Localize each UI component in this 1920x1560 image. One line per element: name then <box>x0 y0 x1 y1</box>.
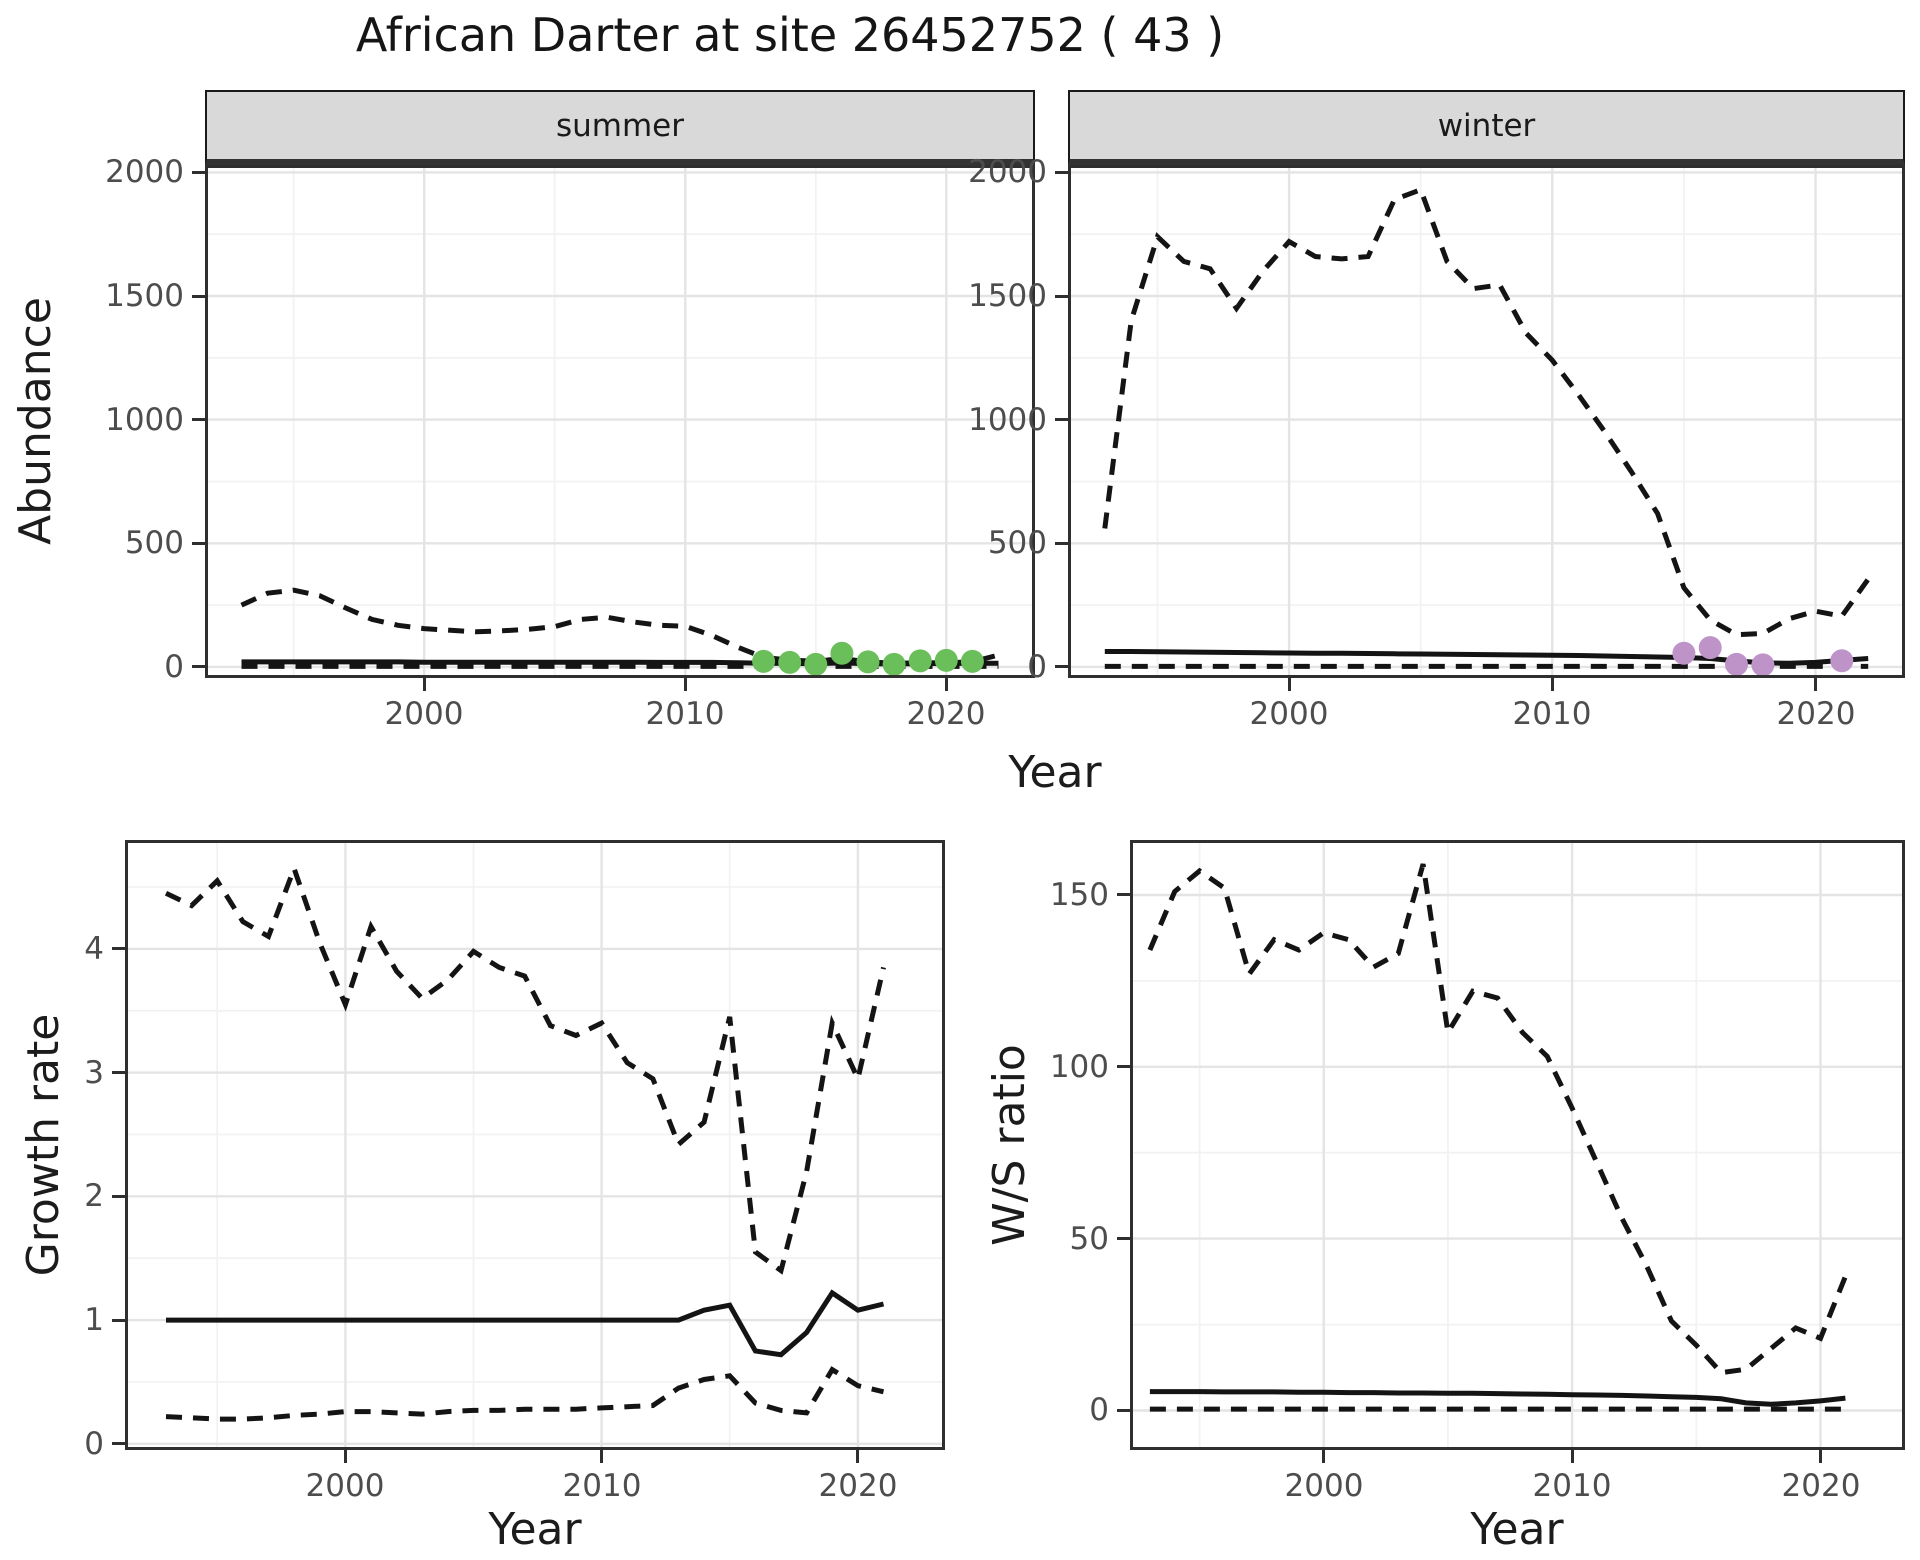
y-tick-mark <box>192 171 205 174</box>
x-tick-label: 2010 <box>1532 1468 1612 1504</box>
y-tick-mark <box>1055 542 1068 545</box>
x-tick-label: 2010 <box>645 696 725 732</box>
x-tick-label: 2000 <box>1249 696 1329 732</box>
y-tick-mark <box>1117 1065 1130 1068</box>
abundance-summer-panel <box>205 165 1035 678</box>
y-tick-mark <box>1055 665 1068 668</box>
ws-ratio-panel <box>1130 840 1905 1450</box>
y-tick-label: 150 <box>1049 877 1109 913</box>
y-tick-mark <box>1055 171 1068 174</box>
y-tick-label: 1000 <box>105 402 184 438</box>
y-tick-mark <box>1117 1237 1130 1240</box>
x-tick-mark <box>945 678 948 691</box>
y-tick-mark <box>192 542 205 545</box>
y-tick-label: 4 <box>84 931 104 967</box>
y-tick-mark <box>112 1442 125 1445</box>
y-tick-mark <box>1117 893 1130 896</box>
x-tick-label: 2020 <box>906 696 986 732</box>
y-tick-mark <box>112 947 125 950</box>
x-tick-mark <box>344 1450 347 1463</box>
growth-rate-panel <box>125 840 945 1450</box>
x-tick-label: 2010 <box>562 1468 642 1504</box>
y-tick-label: 500 <box>124 525 184 561</box>
facet-strip-summer-label: summer <box>555 107 684 144</box>
y-tick-label: 100 <box>1049 1049 1109 1085</box>
y-tick-mark <box>1117 1409 1130 1412</box>
x-tick-label: 2000 <box>1284 1468 1364 1504</box>
y-tick-mark <box>1055 418 1068 421</box>
y-tick-mark <box>192 665 205 668</box>
x-tick-mark <box>600 1450 603 1463</box>
y-tick-label: 1000 <box>968 402 1047 438</box>
facet-strip-summer: summer <box>205 90 1035 165</box>
y-tick-mark <box>112 1195 125 1198</box>
x-tick-label: 2000 <box>384 696 464 732</box>
y-tick-label: 0 <box>1027 649 1047 685</box>
y-tick-label: 2000 <box>105 154 184 190</box>
ws-ratio-y-axis-title: W/S ratio <box>984 1044 1035 1246</box>
y-tick-label: 3 <box>84 1055 104 1091</box>
y-tick-mark <box>192 295 205 298</box>
x-tick-mark <box>1814 678 1817 691</box>
y-tick-label: 0 <box>1089 1392 1109 1428</box>
y-tick-mark <box>192 418 205 421</box>
y-tick-label: 2000 <box>968 154 1047 190</box>
x-tick-mark <box>856 1450 859 1463</box>
y-tick-label: 1500 <box>968 278 1047 314</box>
x-tick-mark <box>1819 1450 1822 1463</box>
y-tick-mark <box>112 1319 125 1322</box>
growth-rate-x-axis-title: Year <box>488 1504 582 1555</box>
y-tick-label: 50 <box>1069 1221 1109 1257</box>
y-tick-label: 0 <box>164 649 184 685</box>
y-tick-label: 0 <box>84 1426 104 1462</box>
x-tick-label: 2020 <box>1776 696 1856 732</box>
y-tick-mark <box>1055 295 1068 298</box>
x-tick-label: 2010 <box>1512 696 1592 732</box>
y-tick-label: 500 <box>987 525 1047 561</box>
x-tick-label: 2000 <box>305 1468 385 1504</box>
x-tick-label: 2020 <box>818 1468 898 1504</box>
facet-strip-winter-label: winter <box>1437 107 1536 144</box>
chart-title: African Darter at site 26452752 ( 43 ) <box>355 8 1225 62</box>
ws-ratio-x-axis-title: Year <box>1470 1504 1564 1555</box>
x-tick-label: 2020 <box>1781 1468 1861 1504</box>
x-tick-mark <box>1322 1450 1325 1463</box>
x-tick-mark <box>1288 678 1291 691</box>
y-tick-label: 1500 <box>105 278 184 314</box>
x-tick-mark <box>684 678 687 691</box>
abundance-y-axis-title: Abundance <box>10 297 61 545</box>
x-tick-mark <box>1571 1450 1574 1463</box>
top-x-axis-title: Year <box>1008 747 1102 798</box>
x-tick-mark <box>423 678 426 691</box>
x-tick-mark <box>1551 678 1554 691</box>
y-tick-label: 2 <box>84 1178 104 1214</box>
abundance-winter-panel <box>1068 165 1905 678</box>
y-tick-mark <box>112 1071 125 1074</box>
facet-strip-winter: winter <box>1068 90 1905 165</box>
y-tick-label: 1 <box>84 1302 104 1338</box>
